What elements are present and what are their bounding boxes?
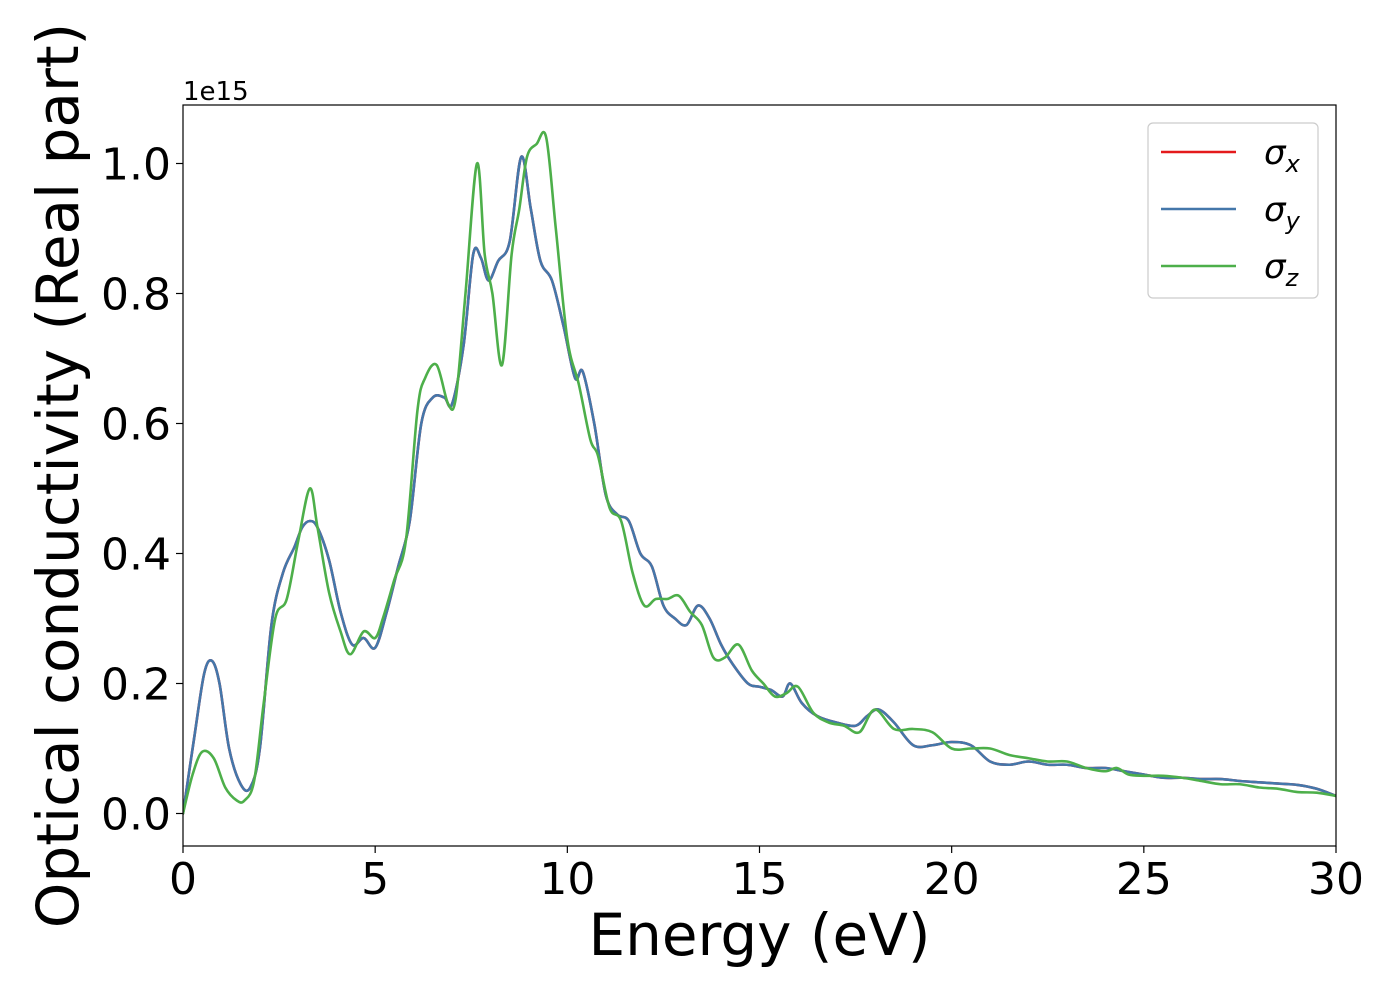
x-tick-label: 25 — [1116, 854, 1172, 905]
legend-label-x: σx — [1264, 133, 1301, 178]
x-tick-label: 20 — [924, 854, 980, 905]
y-tick-label: 0.0 — [101, 790, 171, 841]
series-line-z — [183, 130, 1336, 815]
y-tick-label: 0.6 — [101, 400, 171, 451]
y-axis-ticks: 0.0 0.2 0.4 0.6 0.8 1.0 — [101, 140, 183, 841]
y-tick-label: 1.0 — [101, 140, 171, 191]
legend: σx σy σz — [1147, 122, 1319, 299]
x-axis-ticks: 0 5 10 15 20 25 30 — [169, 846, 1364, 905]
y-tick-label: 0.4 — [101, 530, 171, 581]
x-axis-label: Energy (eV) — [588, 901, 930, 969]
y-tick-label: 0.8 — [101, 270, 171, 321]
legend-label-z: σz — [1264, 247, 1300, 292]
x-tick-label: 10 — [539, 854, 595, 905]
x-tick-label: 0 — [169, 854, 197, 905]
x-tick-label: 5 — [361, 854, 389, 905]
x-tick-label: 30 — [1308, 854, 1364, 905]
y-tick-label: 0.2 — [101, 660, 171, 711]
legend-box — [1147, 122, 1319, 299]
y-axis-offset-label: 1e15 — [183, 77, 249, 107]
x-tick-label: 15 — [732, 854, 788, 905]
legend-label-y: σy — [1264, 190, 1301, 235]
y-axis-label: Optical conductivity (Real part) — [24, 23, 92, 928]
series-layer — [183, 130, 1336, 815]
